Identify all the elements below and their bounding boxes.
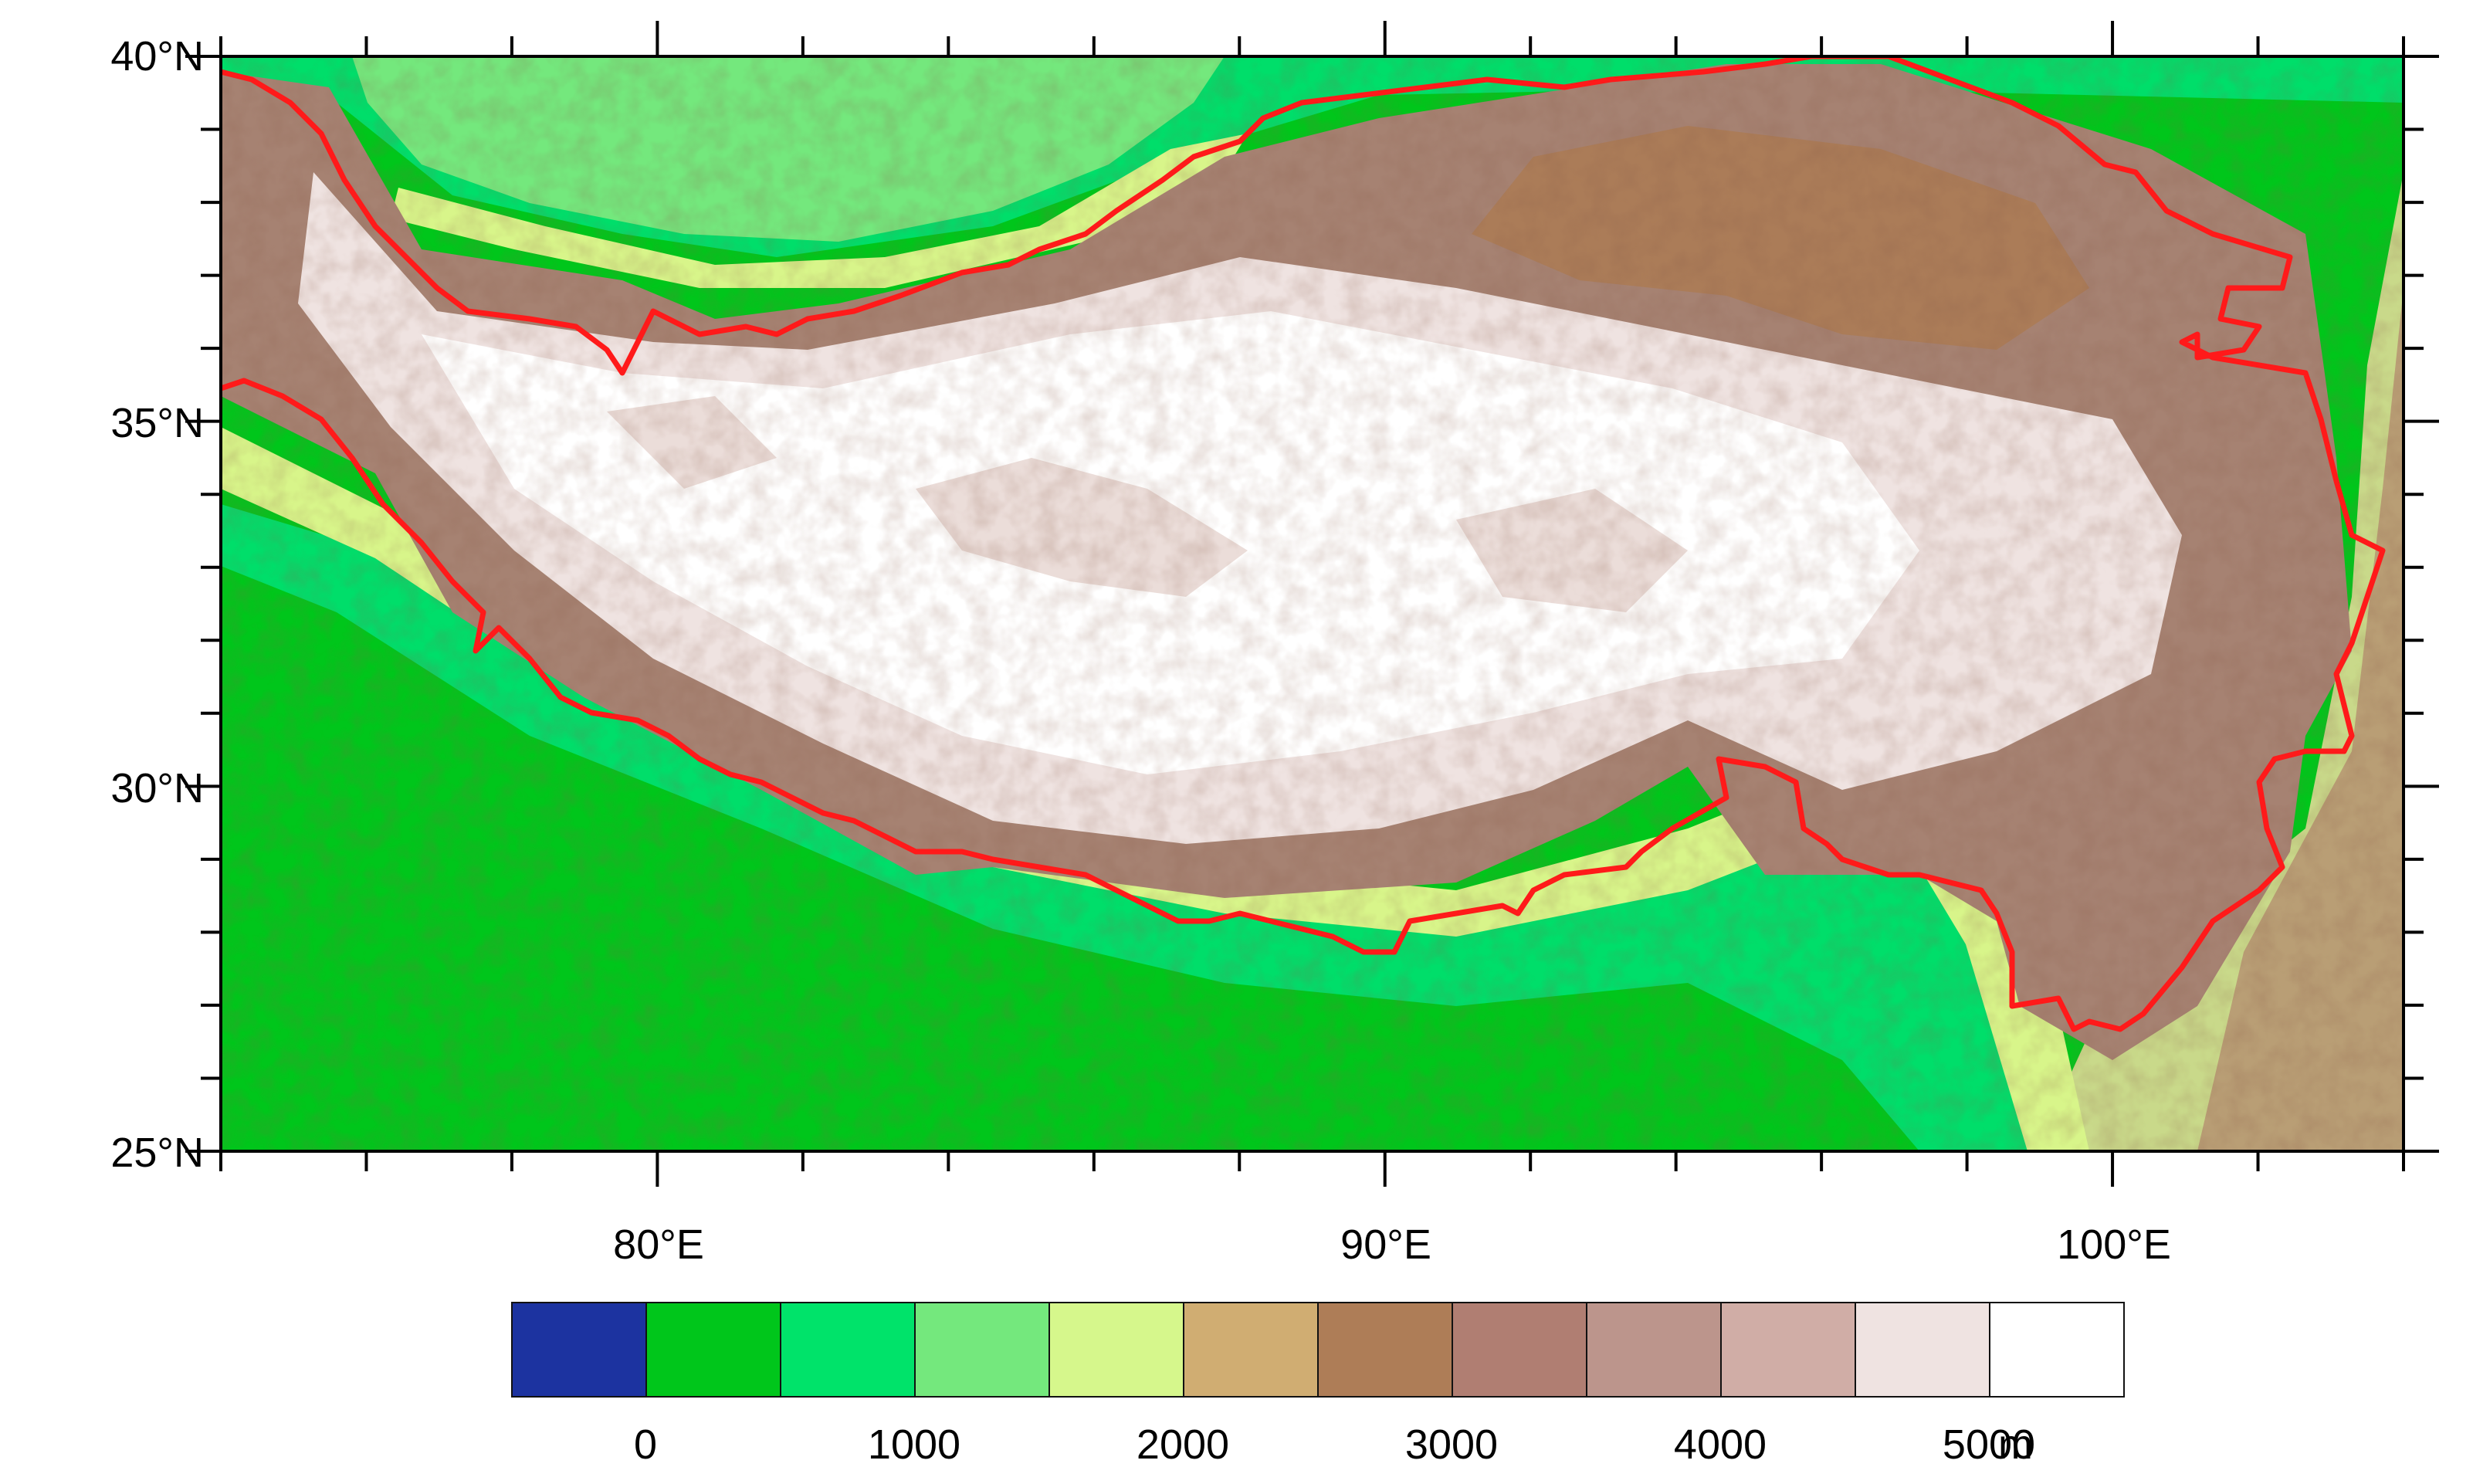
map-border	[219, 55, 2405, 1153]
colorbar-swatch	[645, 1302, 781, 1398]
colorbar-swatch	[1586, 1302, 1722, 1398]
lat-label-25n: 25°N	[110, 1130, 204, 1176]
lat-label-35n: 35°N	[110, 400, 204, 446]
terrain-map	[221, 56, 2404, 1151]
colorbar-swatch	[511, 1302, 647, 1398]
lon-label-90e: 90°E	[1340, 1221, 1431, 1268]
terrain-texture	[221, 56, 2404, 1151]
colorbar-unit: m	[1998, 1424, 2033, 1465]
colorbar-swatch	[1855, 1302, 1990, 1398]
colorbar-unit-text: m	[1998, 1421, 2033, 1468]
colorbar-swatch	[1048, 1302, 1184, 1398]
plateau-boundary	[221, 56, 2386, 1032]
colorbar-label: 1000	[867, 1421, 961, 1468]
terrain-map-canvas	[221, 56, 2404, 1151]
colorbar-swatch	[1452, 1302, 1587, 1398]
colorbar-label: 0	[633, 1421, 658, 1468]
elevation-colorbar	[511, 1302, 2125, 1399]
colorbar-label: 4000	[1673, 1421, 1767, 1468]
colorbar-swatch	[780, 1302, 916, 1398]
colorbar-swatch	[1720, 1302, 1856, 1398]
colorbar-swatch	[1989, 1302, 2125, 1398]
lat-label-40n: 40°N	[110, 33, 204, 80]
colorbar-label: 5000	[1942, 1421, 2036, 1468]
axis-ticks	[185, 21, 2439, 1187]
lon-label-80e: 80°E	[613, 1221, 704, 1268]
lat-label-30n: 30°N	[110, 765, 204, 811]
colorbar-swatch	[1317, 1302, 1453, 1398]
colorbar-swatch	[914, 1302, 1050, 1398]
lon-label-100e: 100°E	[2057, 1221, 2171, 1268]
colorbar-label: 2000	[1136, 1421, 1230, 1468]
colorbar-label: 3000	[1404, 1421, 1499, 1468]
colorbar-swatch	[1183, 1302, 1319, 1398]
